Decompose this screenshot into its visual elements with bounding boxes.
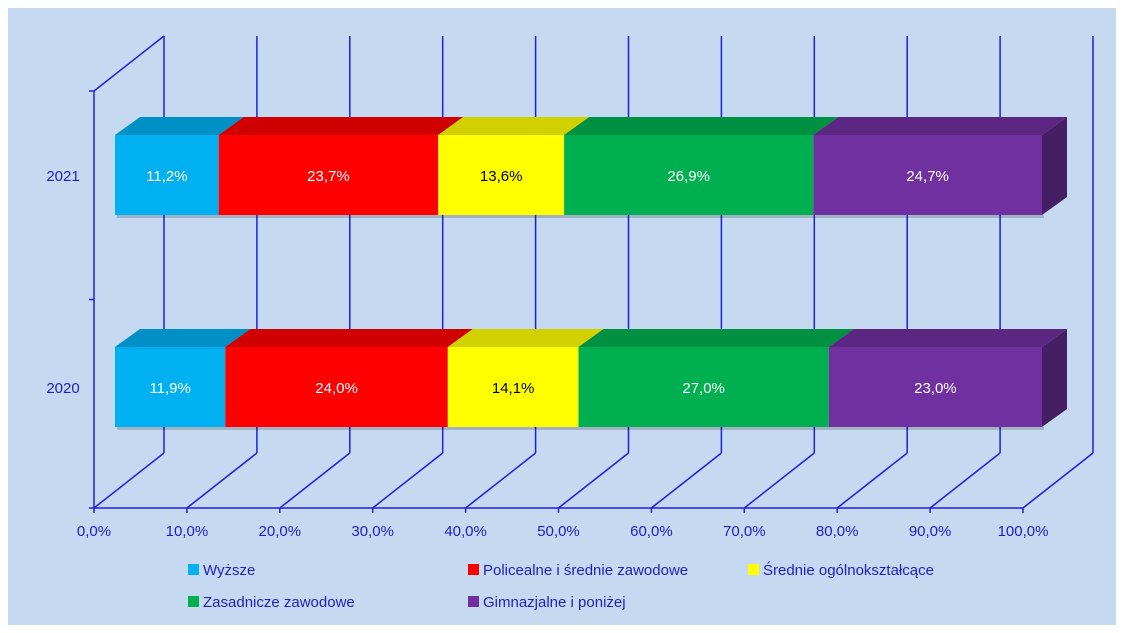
- bar-shadow: [117, 427, 1044, 430]
- bar-segment-top: [438, 117, 590, 135]
- bar-segment-top: [578, 329, 854, 347]
- bar-segment: [225, 347, 448, 427]
- bar-segment: [578, 347, 829, 427]
- bar-segment-top: [115, 117, 244, 135]
- floor-gridline: [836, 452, 908, 509]
- legend-label: Wyższe: [203, 562, 255, 579]
- bar-segment: [564, 135, 814, 215]
- data-label: 23,7%: [307, 168, 350, 185]
- category-label: 2021: [46, 168, 79, 185]
- floor-gridline: [186, 452, 258, 509]
- x-tick-label: 80,0%: [816, 523, 859, 540]
- data-label: 23,0%: [914, 380, 957, 397]
- floor-gridline: [465, 452, 537, 509]
- bar-segment-top: [447, 329, 604, 347]
- legend: Wyższe Policealne i średnie zawodowe Średn…: [188, 561, 934, 611]
- x-tick-label: 0,0%: [77, 523, 111, 540]
- labels-layer: 2021 11,2% 23,7% 13,6% 26,9% 24,7% 2020 11,9% 24…: [46, 168, 956, 397]
- floor-gridline: [372, 452, 444, 509]
- x-tick-label: 40,0%: [444, 523, 487, 540]
- bar-segment: [813, 135, 1042, 215]
- bar-segment-top: [828, 329, 1067, 347]
- floor-gridline: [558, 452, 629, 509]
- x-tick-label: 70,0%: [723, 523, 766, 540]
- bar-segment-top: [115, 329, 251, 347]
- legend-label: Gimnazjalne i poniżej: [483, 594, 626, 611]
- data-label: 11,9%: [149, 380, 190, 397]
- grid-layer: 0,0% 10,0% 20,0% 30,0% 40,0% 50,0% 60,0% 70,0% 8…: [77, 35, 1094, 540]
- data-label: 24,7%: [906, 168, 949, 185]
- floor-gridline: [743, 452, 815, 509]
- x-tick-label: 60,0%: [630, 523, 673, 540]
- bar-segment: [115, 347, 226, 427]
- x-tick-label: 10,0%: [166, 523, 209, 540]
- legend-label: Policealne i średnie zawodowe: [483, 562, 688, 579]
- bar-segment-top: [564, 117, 839, 135]
- legend-swatch: [468, 564, 479, 575]
- legend-swatch: [748, 564, 759, 575]
- chart-area: 0,0% 10,0% 20,0% 30,0% 40,0% 50,0% 60,0% 70,0% 8…: [8, 8, 1116, 625]
- legend-swatch: [468, 596, 479, 607]
- floor-gridline: [279, 452, 351, 509]
- bar-segment-top: [218, 117, 464, 135]
- floor-gridline: [1022, 452, 1094, 509]
- legend-swatch: [188, 596, 199, 607]
- wall-top-edge: [93, 35, 165, 92]
- data-label: 14,1%: [492, 380, 535, 397]
- floor-gridline: [929, 452, 1001, 509]
- x-tick-label: 100,0%: [998, 523, 1049, 540]
- legend-label: Zasadnicze zawodowe: [203, 594, 355, 611]
- bars-layer: [115, 117, 1067, 430]
- legend-swatch: [188, 564, 199, 575]
- bar-segment-side: [1042, 117, 1067, 215]
- bar-segment: [828, 347, 1042, 427]
- bar-segment-side: [1042, 329, 1067, 427]
- x-tick-label: 50,0%: [537, 523, 580, 540]
- bar-segment: [218, 135, 439, 215]
- data-label: 27,0%: [682, 380, 725, 397]
- floor-gridline: [93, 452, 165, 509]
- category-label: 2020: [46, 380, 79, 397]
- bar-segment-top: [225, 329, 473, 347]
- data-label: 11,2%: [146, 168, 187, 185]
- bar-segment: [115, 135, 219, 215]
- legend-label: Średnie ogólnokształcące: [763, 561, 934, 579]
- bar-segment-top: [813, 117, 1067, 135]
- x-tick-label: 30,0%: [351, 523, 394, 540]
- data-label: 24,0%: [315, 380, 358, 397]
- x-tick-label: 90,0%: [909, 523, 952, 540]
- bar-segment: [447, 347, 579, 427]
- bar-shadow: [117, 215, 1044, 218]
- floor-gridline: [650, 452, 722, 509]
- stacked-bar-chart: 0,0% 10,0% 20,0% 30,0% 40,0% 50,0% 60,0% 70,0% 8…: [46, 35, 1094, 611]
- data-label: 26,9%: [667, 168, 710, 185]
- bar-segment: [438, 135, 565, 215]
- x-tick-label: 20,0%: [259, 523, 302, 540]
- data-label: 13,6%: [480, 168, 523, 185]
